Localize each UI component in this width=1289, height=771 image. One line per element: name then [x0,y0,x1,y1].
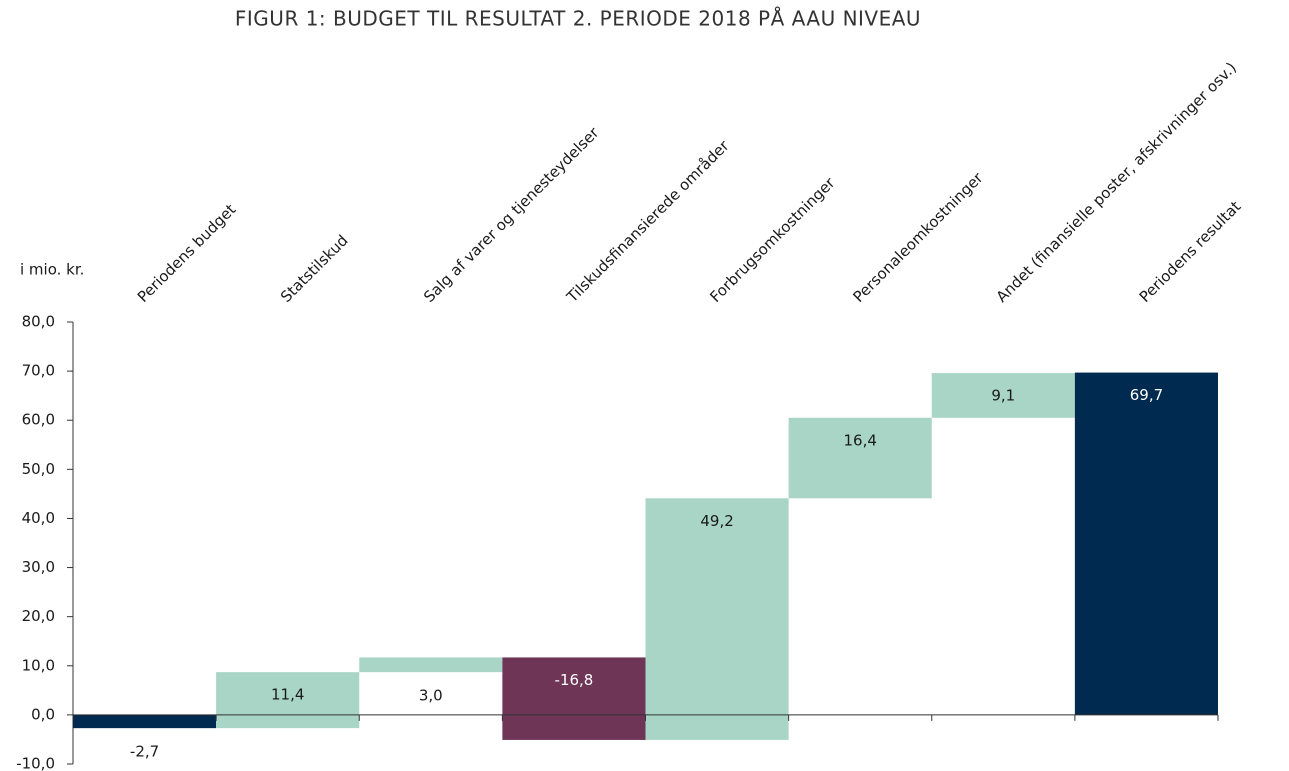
value-label: 11,4 [271,686,304,704]
value-label: 49,2 [700,512,733,530]
x-tick-label: Periodens resultat [1136,197,1245,306]
y-tick-label: 20,0 [22,607,55,625]
y-tick-label: 60,0 [22,411,55,429]
y-tick-label: 40,0 [22,509,55,527]
bar [73,714,217,729]
x-tick-label: Tilskudsfinansierede områder [563,136,734,307]
y-tick-label: 50,0 [22,460,55,478]
value-label: 3,0 [419,687,443,705]
bar [216,672,360,729]
bar [645,498,789,740]
x-tick-label: Periodens budget [134,200,240,306]
bar [1074,372,1218,715]
y-tick-label: 70,0 [22,362,55,380]
bar [359,657,503,673]
x-tick-label: Statstilskud [277,231,352,306]
x-tick-label: Forbrugsomkostninger [706,173,839,306]
bar [931,373,1075,418]
bar [502,657,646,740]
x-tick-label: Salg af varer og tjenesteydelser [420,123,603,306]
y-tick-label: 80,0 [22,313,55,331]
x-tick-label: Personaleomkostninger [849,168,987,306]
value-label: -2,7 [130,743,159,761]
value-label: 16,4 [843,431,876,449]
y-tick-label: 30,0 [22,558,55,576]
bar [788,417,932,499]
x-tick-label: Andet (finansielle poster, afskrivninger… [993,59,1240,306]
value-label: 9,1 [991,387,1015,405]
y-tick-label: 0,0 [31,705,55,723]
value-label: -16,8 [555,671,594,689]
y-axis-label: i mio. kr. [20,261,84,279]
chart-title: FIGUR 1: BUDGET TIL RESULTAT 2. PERIODE … [235,7,921,31]
y-tick-label: -10,0 [16,755,55,771]
value-label: 69,7 [1130,386,1163,404]
y-tick-label: 10,0 [22,656,55,674]
